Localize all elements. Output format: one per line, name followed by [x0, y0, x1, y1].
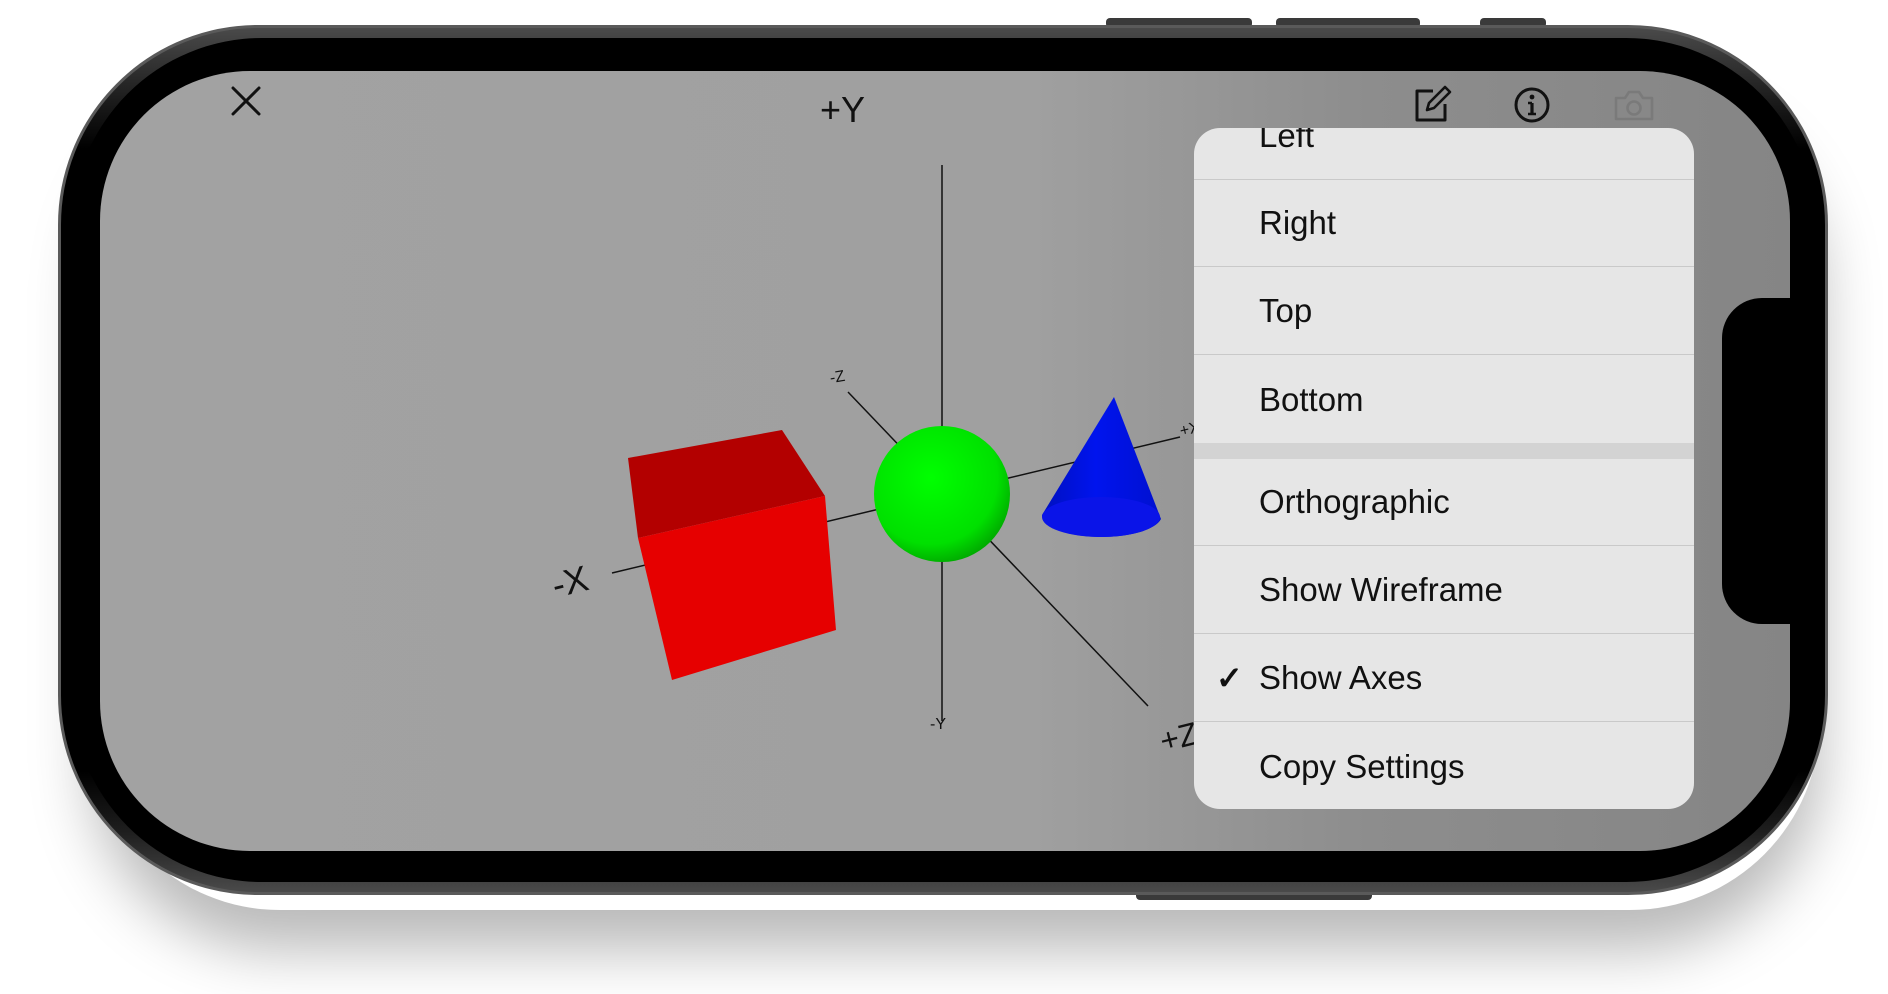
menu-item-label: Orthographic: [1259, 483, 1450, 520]
axis-label-neg-z: -Z: [828, 367, 847, 388]
axis-label-neg-y: -Y: [930, 716, 946, 733]
blue-cone[interactable]: [1042, 397, 1161, 538]
menu-item-label: Copy Settings: [1259, 747, 1465, 785]
info-circle-icon[interactable]: [1510, 83, 1554, 127]
axis-label-pos-y: +Y: [820, 89, 866, 130]
power-button: [1136, 890, 1372, 900]
edit-square-pencil-icon[interactable]: [1409, 83, 1453, 127]
volume-up-button: [1106, 18, 1252, 28]
red-cube[interactable]: [628, 430, 836, 680]
menu-item-right[interactable]: Right: [1194, 180, 1694, 267]
menu-item-copy-settings[interactable]: Copy Settings: [1194, 723, 1694, 809]
menu-item-label: Top: [1259, 292, 1313, 329]
menu-item-orthographic[interactable]: Orthographic: [1194, 459, 1694, 546]
menu-item-top[interactable]: Top: [1194, 268, 1694, 355]
menu-item-left[interactable]: Left: [1194, 128, 1694, 180]
scene-viewport[interactable]: [100, 71, 1790, 851]
menu-item-label: Show Wireframe: [1259, 571, 1503, 608]
menu-item-show-axes[interactable]: ✓ Show Axes: [1194, 635, 1694, 722]
menu-item-label: Right: [1259, 204, 1337, 241]
menu-item-label: Show Axes: [1259, 659, 1423, 696]
camera-icon[interactable]: [1612, 83, 1656, 127]
menu-group-separator: [1194, 443, 1694, 459]
view-options-menu: Left Right Top Bottom Orthographic Show …: [1194, 128, 1694, 809]
close-icon[interactable]: [224, 79, 268, 123]
menu-item-bottom[interactable]: Bottom: [1194, 356, 1694, 443]
volume-down-button: [1276, 18, 1420, 28]
menu-item-show-wireframe[interactable]: Show Wireframe: [1194, 547, 1694, 634]
menu-item-label: Bottom: [1259, 380, 1364, 418]
menu-item-label: Left: [1259, 128, 1315, 154]
silent-switch: [1480, 18, 1546, 28]
green-sphere[interactable]: [874, 426, 1010, 562]
device-notch: [1722, 298, 1802, 624]
checkmark-icon: ✓: [1216, 660, 1243, 696]
